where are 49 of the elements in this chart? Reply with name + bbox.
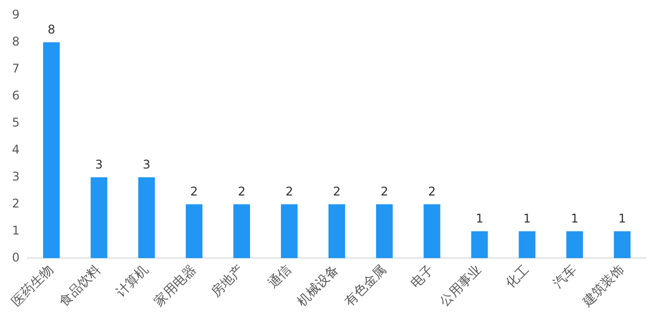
x-tick-label: 医药生物 (9, 262, 57, 310)
data-label: 1 (476, 211, 484, 226)
x-tick-label: 电子 (408, 262, 438, 292)
data-label: 2 (332, 184, 341, 198)
y-tick-label: 8 (12, 34, 20, 48)
y-tick-label: 5 (12, 115, 20, 130)
data-label: 1 (570, 211, 578, 226)
data-label: 1 (618, 211, 626, 226)
bar (328, 204, 346, 258)
x-tick-label: 计算机 (114, 262, 152, 301)
x-tick-label: 建筑装饰 (579, 262, 628, 310)
x-tick-label: 有色金属 (342, 262, 390, 310)
data-label: 3 (95, 157, 103, 172)
bar (614, 231, 631, 258)
x-tick-label: 公用事业 (437, 262, 485, 310)
data-label: 2 (428, 184, 436, 198)
y-tick-label: 3 (12, 169, 20, 184)
bar (186, 204, 202, 258)
bar (138, 177, 155, 258)
x-tick-label: 机械设备 (294, 262, 342, 310)
data-label: 2 (285, 184, 294, 198)
bar (233, 204, 250, 258)
y-tick-label: 7 (12, 61, 20, 76)
x-tick-label: 食品饮料 (56, 262, 104, 310)
bar (471, 231, 488, 258)
x-tick-label: 房地产 (208, 262, 247, 301)
bar (518, 231, 536, 258)
x-tick-label: 汽车 (550, 262, 580, 292)
data-label: 1 (523, 211, 531, 226)
bar (280, 204, 298, 258)
bar (43, 42, 60, 258)
y-tick-label: 6 (12, 88, 20, 102)
bar (424, 204, 440, 258)
y-tick-label: 4 (12, 142, 20, 156)
bar (376, 204, 393, 258)
y-tick-label: 0 (12, 250, 20, 264)
x-tick-label: 通信 (265, 262, 294, 292)
data-label: 3 (142, 157, 150, 172)
y-tick-label: 9 (12, 7, 20, 22)
y-tick-label: 1 (12, 223, 20, 238)
data-label: 2 (380, 184, 388, 198)
x-tick-label: 化工 (503, 262, 532, 292)
bar (90, 177, 108, 258)
data-label: 2 (190, 184, 198, 198)
data-label: 8 (48, 22, 56, 36)
bar (566, 231, 583, 258)
data-label: 2 (238, 184, 246, 198)
x-tick-label: 家用电器 (151, 262, 200, 310)
y-tick-label: 2 (12, 196, 20, 210)
